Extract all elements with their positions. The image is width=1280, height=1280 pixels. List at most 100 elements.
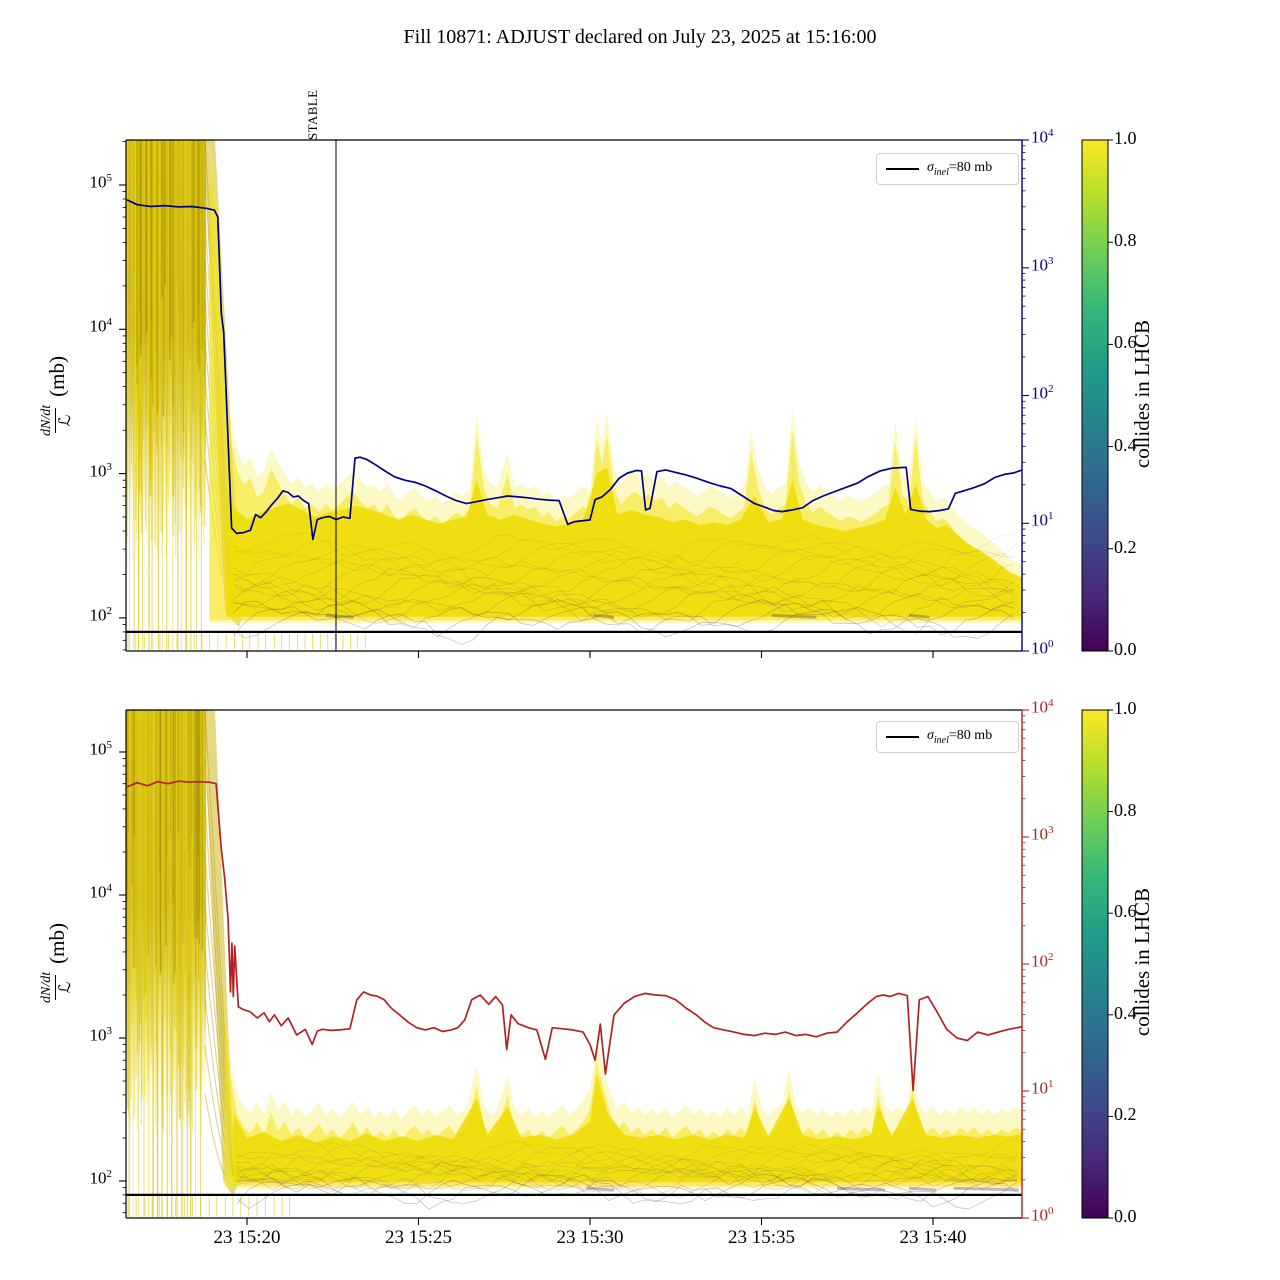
colorbar-tick-label: 0.6 <box>1114 901 1137 922</box>
tick-mantissa: 10 <box>1031 638 1048 658</box>
tick-exponent: 3 <box>106 460 113 473</box>
right-y-tick-label: 102 <box>1031 951 1081 971</box>
tick-exponent: 2 <box>106 604 113 617</box>
colorbar-tick-label: 0.4 <box>1114 1002 1137 1023</box>
y-axis-numerator: dN/dt <box>39 404 55 436</box>
tick-mantissa: 10 <box>89 461 107 481</box>
right-y-tick-label: 103 <box>1031 254 1081 275</box>
tick-exponent: 4 <box>1048 127 1054 139</box>
colorbar-tick-label: 1.0 <box>1114 128 1137 148</box>
y-axis-denominator: ℒ <box>55 407 75 434</box>
sigma-value: =80 mb <box>948 728 993 744</box>
sigma-subscript: inel <box>933 734 949 746</box>
y-axis-label-top: dN/dt ℒ (mb) <box>27 321 87 471</box>
colorbar-tick-label: 0.0 <box>1114 639 1137 659</box>
right-y-tick-label: 100 <box>1031 1205 1081 1225</box>
tick-mantissa: 10 <box>1031 697 1048 717</box>
colorbar-tick-label: 0.0 <box>1114 1206 1137 1226</box>
x-tick-label: 23 15:40 <box>899 1227 967 1248</box>
panel-traces <box>126 710 1022 1217</box>
right-y-tick-label: 100 <box>1031 638 1081 658</box>
sigma-symbol: σ <box>927 160 934 176</box>
right-y-tick-label: 101 <box>1031 1078 1081 1098</box>
tick-mantissa: 10 <box>1031 255 1048 275</box>
tick-exponent: 2 <box>106 1168 113 1180</box>
colorbar-tick-label: 0.4 <box>1114 434 1137 455</box>
tick-mantissa: 10 <box>1031 510 1048 530</box>
tick-exponent: 0 <box>1048 638 1054 650</box>
y-tick-label: 102 <box>42 604 113 625</box>
y-tick-label: 105 <box>42 739 113 759</box>
tick-exponent: 2 <box>1048 951 1054 963</box>
y-tick-label: 102 <box>42 1168 113 1188</box>
y-tick-label: 105 <box>42 172 113 192</box>
colorbar <box>1082 140 1108 651</box>
legend-label: σinel=80 mb <box>927 728 992 746</box>
x-tick-label: 23 15:30 <box>556 1227 624 1248</box>
tick-exponent: 5 <box>106 172 113 184</box>
tick-mantissa: 10 <box>1031 951 1048 971</box>
y-tick-label: 104 <box>42 316 113 336</box>
right-y-tick-label: 103 <box>1031 824 1081 844</box>
y-axis-fraction: dN/dt ℒ <box>39 404 75 436</box>
tick-mantissa: 10 <box>89 882 107 902</box>
y-tick-label: 103 <box>42 1025 113 1045</box>
tick-exponent: 3 <box>1048 254 1054 267</box>
y-axis-denominator: ℒ <box>55 974 75 1001</box>
tick-exponent: 1 <box>1048 1078 1054 1090</box>
tick-exponent: 4 <box>106 316 113 329</box>
colorbar-tick-label: 1.0 <box>1114 698 1137 718</box>
y-axis-numerator: dN/dt <box>39 971 55 1003</box>
right-y-tick-label: 104 <box>1031 127 1081 147</box>
stable-annotation: STABLE <box>305 89 320 140</box>
legend-label: σinel=80 mb <box>927 160 992 178</box>
legend-line-swatch <box>886 167 919 171</box>
tick-mantissa: 10 <box>1031 383 1048 403</box>
y-axis-fraction: dN/dt ℒ <box>39 971 75 1003</box>
colorbar-tick-label: 0.8 <box>1114 230 1137 251</box>
tick-exponent: 0 <box>1048 1205 1054 1217</box>
tick-mantissa: 10 <box>1031 1078 1048 1098</box>
right-y-tick-label: 102 <box>1031 382 1081 403</box>
tick-exponent: 1 <box>1048 510 1054 523</box>
colorbar-tick-label: 0.2 <box>1114 536 1137 557</box>
tick-mantissa: 10 <box>89 172 107 192</box>
legend-top: σinel=80 mb <box>876 153 1019 185</box>
tick-mantissa: 10 <box>1031 1205 1048 1225</box>
legend-bottom: σinel=80 mb <box>876 721 1019 753</box>
tick-mantissa: 10 <box>1031 824 1048 844</box>
panel-traces <box>126 140 1022 650</box>
legend-line-swatch <box>886 735 919 739</box>
x-tick-label: 23 15:20 <box>213 1227 281 1248</box>
tick-exponent: 4 <box>106 882 113 894</box>
sigma-symbol: σ <box>927 728 934 744</box>
sigma-value: =80 mb <box>948 160 993 176</box>
tick-mantissa: 10 <box>89 605 107 625</box>
colorbar-tick-label: 0.2 <box>1114 1104 1137 1125</box>
tick-exponent: 2 <box>1048 382 1054 395</box>
tick-mantissa: 10 <box>89 1168 107 1188</box>
tick-exponent: 3 <box>106 1025 113 1037</box>
tick-mantissa: 10 <box>89 1025 107 1045</box>
y-axis-units: (mb) <box>44 356 69 397</box>
tick-exponent: 4 <box>1048 697 1054 709</box>
colorbar <box>1082 710 1108 1218</box>
tick-mantissa: 10 <box>1031 127 1048 147</box>
y-tick-label: 103 <box>42 460 113 481</box>
tick-exponent: 3 <box>1048 824 1054 836</box>
x-tick-label: 23 15:35 <box>727 1227 796 1248</box>
tick-mantissa: 10 <box>89 739 107 759</box>
colorbar-tick-label: 0.6 <box>1114 332 1137 353</box>
sigma-subscript: inel <box>933 166 949 178</box>
y-tick-label: 104 <box>42 882 113 902</box>
figure-title: Fill 10871: ADJUST declared on July 23, … <box>403 26 877 48</box>
tick-exponent: 5 <box>106 739 113 751</box>
tick-mantissa: 10 <box>89 316 107 336</box>
right-y-tick-label: 101 <box>1031 510 1081 530</box>
x-tick-label: 23 15:25 <box>384 1227 453 1248</box>
right-y-tick-label: 104 <box>1031 697 1081 717</box>
colorbar-tick-label: 0.8 <box>1114 799 1137 820</box>
y-axis-units: (mb) <box>44 923 69 964</box>
